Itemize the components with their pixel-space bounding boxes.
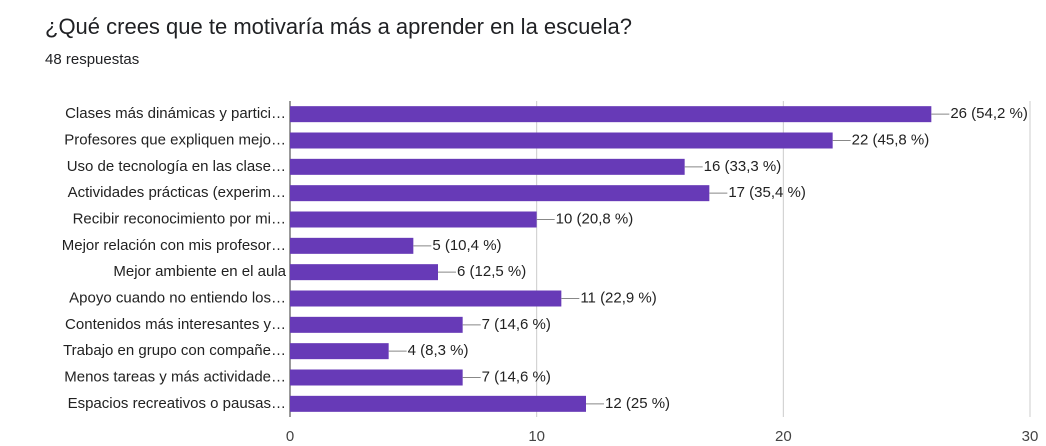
y-tick-label: Uso de tecnología en las clase… xyxy=(67,158,286,175)
y-tick-label: Mejor ambiente en el aula xyxy=(113,263,286,280)
data-label: 7 (14,6 %) xyxy=(482,368,551,385)
y-tick-label: Recibir reconocimiento por mi… xyxy=(73,210,286,227)
y-tick-label: Espacios recreativos o pausas… xyxy=(68,395,286,412)
x-tick-label: 30 xyxy=(1022,428,1039,445)
bar xyxy=(290,316,463,333)
y-tick-label: Clases más dinámicas y partici… xyxy=(65,105,286,122)
y-tick-label: Trabajo en grupo con compañe… xyxy=(63,342,286,359)
x-tick-label: 20 xyxy=(775,428,792,445)
chart-title: ¿Qué crees que te motivaría más a aprend… xyxy=(45,14,632,39)
x-tick-label: 0 xyxy=(286,428,294,445)
bar xyxy=(290,237,414,254)
y-tick-label: Mejor relación con mis profesor… xyxy=(62,237,286,254)
bar xyxy=(290,264,438,281)
x-tick-label: 10 xyxy=(528,428,545,445)
bar xyxy=(290,369,463,386)
data-label: 4 (8,3 %) xyxy=(408,342,469,359)
data-label: 6 (12,5 %) xyxy=(457,263,526,280)
data-label: 17 (35,4 %) xyxy=(728,184,806,201)
data-label: 11 (22,9 %) xyxy=(580,289,656,306)
bar xyxy=(290,106,932,123)
y-tick-label: Actividades prácticas (experim… xyxy=(68,184,286,201)
bar xyxy=(290,158,685,175)
data-label: 5 (10,4 %) xyxy=(432,237,501,254)
y-tick-label: Contenidos más interesantes y… xyxy=(65,316,286,333)
bar xyxy=(290,211,537,228)
data-label: 10 (20,8 %) xyxy=(556,210,634,227)
data-label: 7 (14,6 %) xyxy=(482,316,551,333)
y-tick-label: Menos tareas y más actividade… xyxy=(64,368,286,385)
bar xyxy=(290,395,586,412)
bar xyxy=(290,290,562,307)
bar xyxy=(290,185,710,202)
data-label: 12 (25 %) xyxy=(605,395,670,412)
data-label: 22 (45,8 %) xyxy=(852,131,930,148)
data-label: 16 (33,3 %) xyxy=(704,158,782,175)
y-tick-label: Profesores que expliquen mejo… xyxy=(64,131,286,148)
y-tick-label: Apoyo cuando no entiendo los… xyxy=(69,289,286,306)
bar xyxy=(290,132,833,149)
data-label: 26 (54,2 %) xyxy=(950,105,1028,122)
bar xyxy=(290,343,389,360)
chart-subtitle: 48 respuestas xyxy=(45,51,139,68)
